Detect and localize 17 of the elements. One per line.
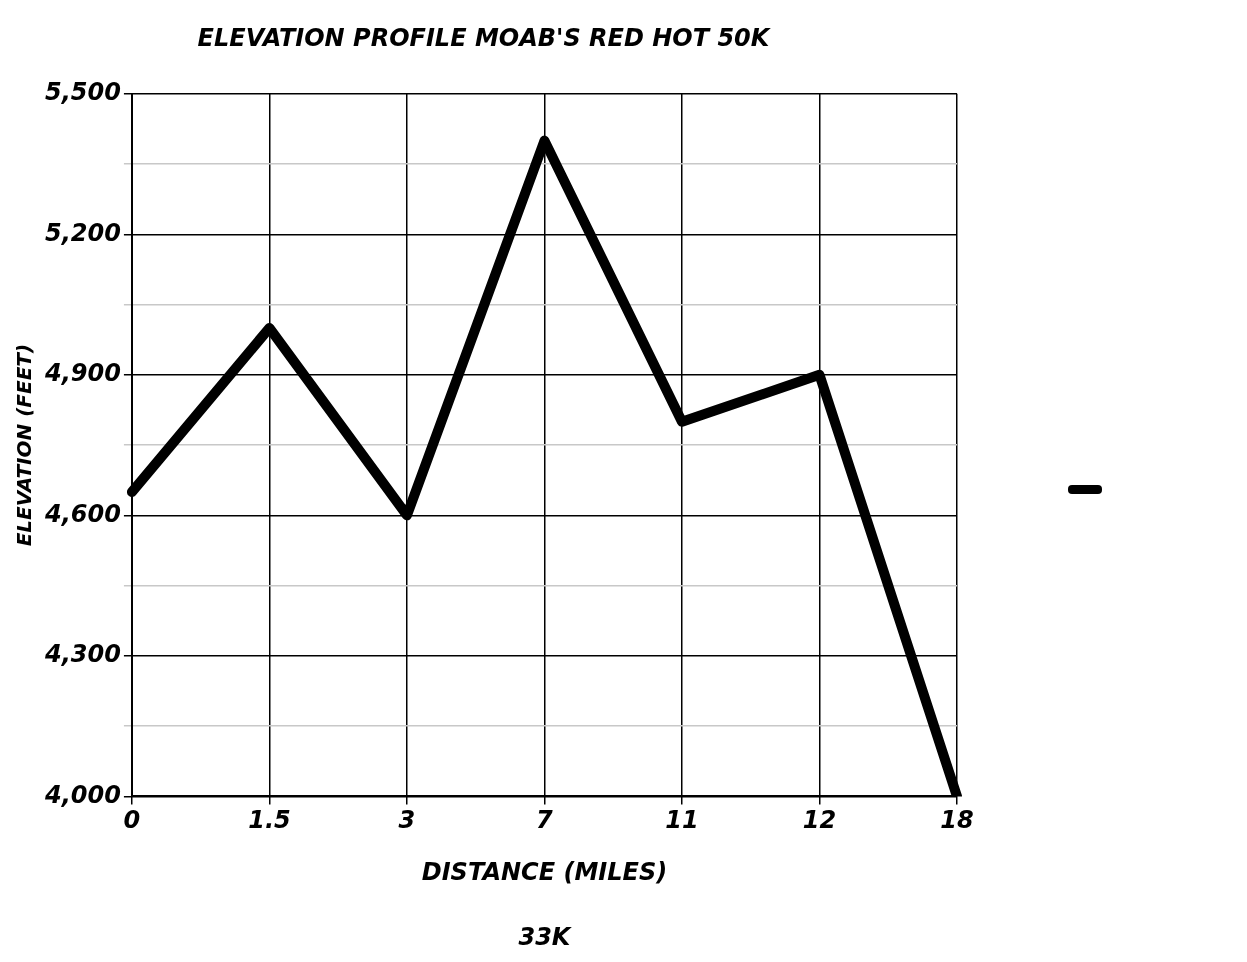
y-tick-label: 5,500 xyxy=(44,78,121,107)
x-tick-label: 18 xyxy=(940,806,974,835)
y-tick-label: 4,300 xyxy=(43,640,121,669)
x-tick-label: 0 xyxy=(123,806,141,835)
x-axis-title: DISTANCE (MILES) xyxy=(421,857,668,886)
y-tick-label: 4,000 xyxy=(43,780,121,809)
y-axis-title: ELEVATION (FEET) xyxy=(12,343,37,547)
y-tick-label: 4,900 xyxy=(43,359,121,388)
x-tick-label: 12 xyxy=(802,806,837,835)
x-tick-label: 1.5 xyxy=(248,806,291,835)
x-tick-label: 7 xyxy=(536,806,554,835)
y-tick-label: 4,600 xyxy=(43,499,121,528)
y-tick-label: 5,200 xyxy=(44,218,121,247)
text: 33K xyxy=(518,923,573,951)
x-tick-label: 3 xyxy=(398,806,416,835)
x-tick-label: 11 xyxy=(665,806,699,835)
chart-title: ELEVATION PROFILE MOAB'S RED HOT 50K xyxy=(197,23,772,52)
